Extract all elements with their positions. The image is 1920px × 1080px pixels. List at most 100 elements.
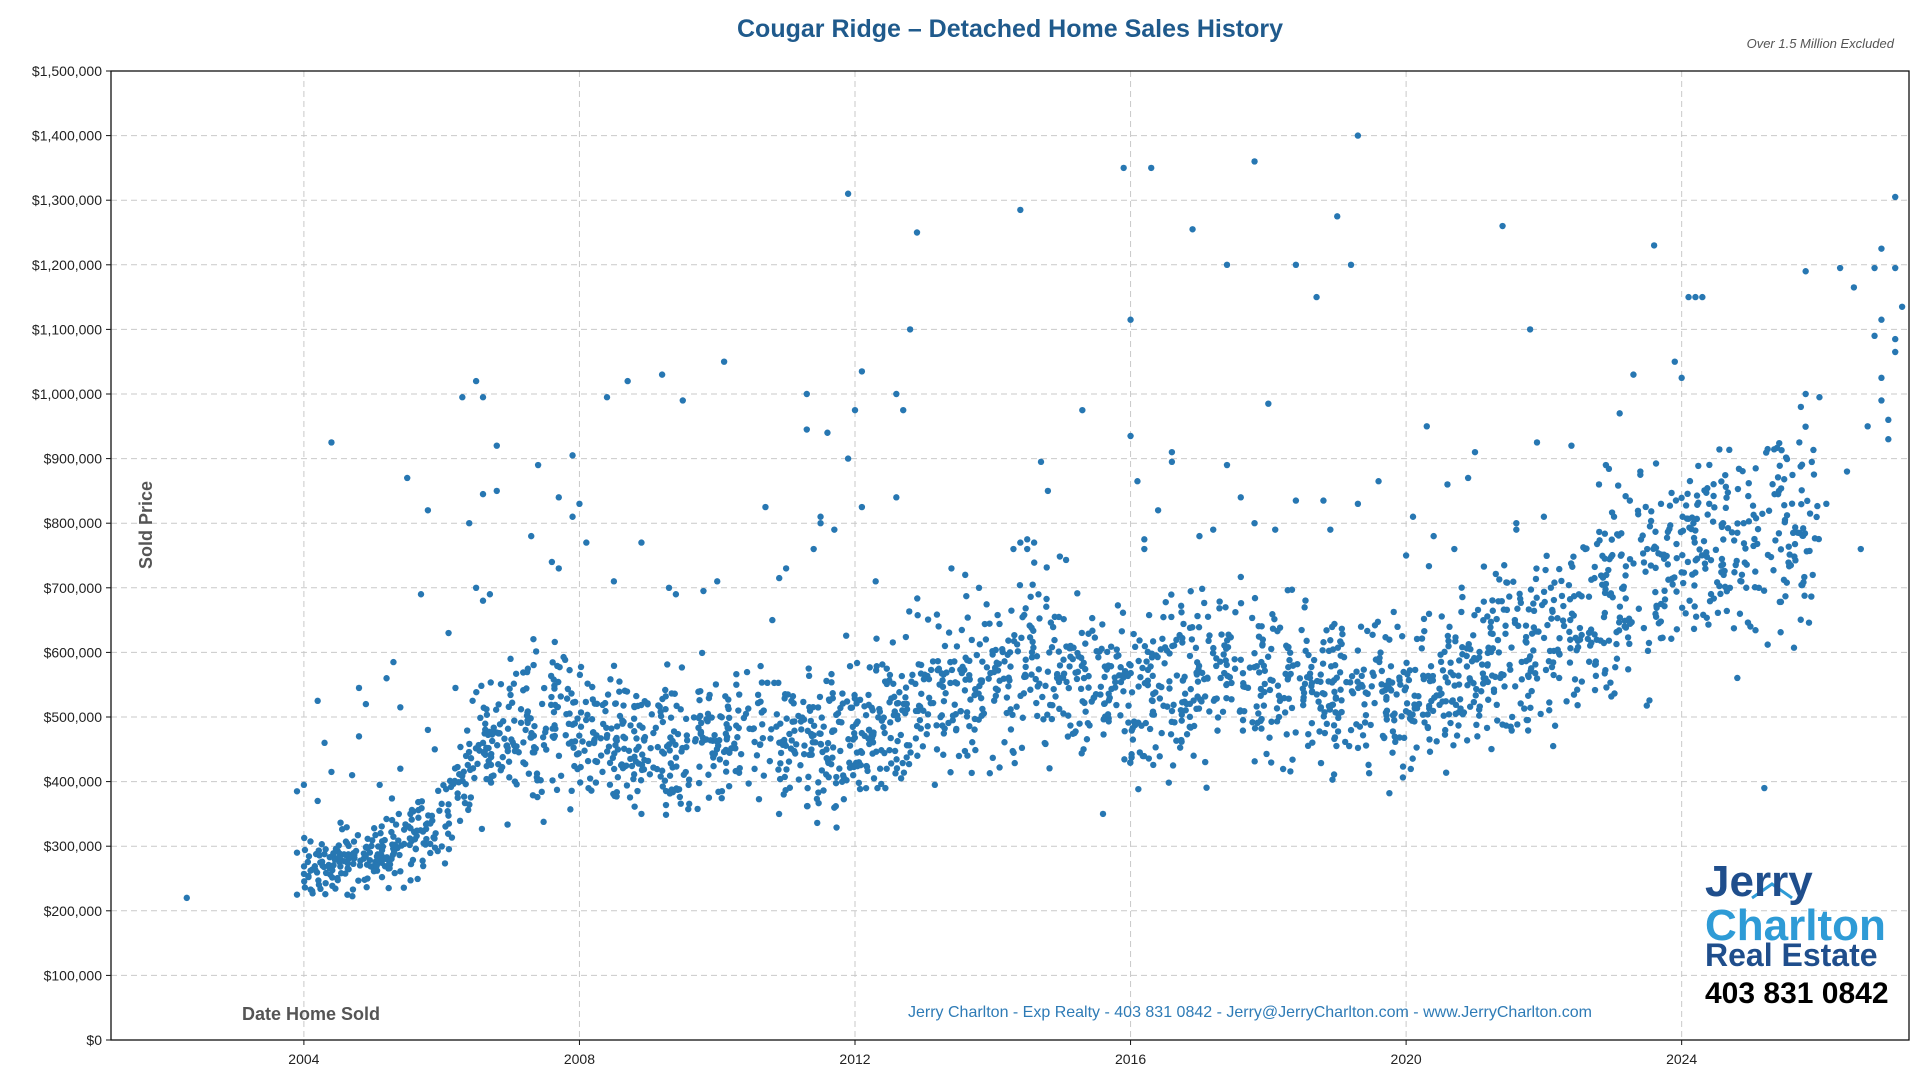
data-point <box>718 794 725 802</box>
data-point <box>874 784 881 792</box>
data-point <box>1479 670 1487 677</box>
data-point <box>1320 497 1327 504</box>
data-point <box>1692 293 1699 301</box>
data-point <box>899 707 906 714</box>
data-point <box>1548 615 1555 622</box>
data-point <box>465 806 472 814</box>
data-point <box>800 750 808 758</box>
data-point <box>1630 560 1637 567</box>
data-point <box>1718 555 1726 563</box>
data-point <box>1168 448 1176 456</box>
data-point <box>1273 705 1281 712</box>
data-point <box>1456 657 1463 664</box>
data-point <box>751 765 758 773</box>
data-point <box>900 769 908 776</box>
y-tick-label: $800,000 <box>44 515 103 531</box>
data-point <box>1644 647 1652 655</box>
data-point <box>610 790 617 798</box>
data-point <box>640 735 648 743</box>
data-point <box>1198 698 1205 705</box>
data-point <box>1378 667 1386 675</box>
data-point <box>722 768 730 775</box>
data-point <box>973 651 981 659</box>
data-point <box>1556 634 1563 642</box>
data-point <box>1892 335 1899 343</box>
data-point <box>1313 677 1321 685</box>
data-point <box>1022 663 1029 671</box>
data-point <box>1067 722 1074 729</box>
data-point <box>1425 562 1433 570</box>
data-point <box>1735 465 1743 473</box>
data-point <box>1329 701 1337 708</box>
data-point <box>947 679 954 687</box>
data-point <box>1421 719 1428 726</box>
data-point <box>726 749 733 756</box>
data-point <box>846 742 854 749</box>
data-point <box>1626 497 1634 504</box>
data-point <box>555 565 562 572</box>
data-point <box>1728 529 1736 536</box>
data-point <box>866 664 873 671</box>
data-point <box>1864 423 1871 430</box>
data-point <box>1305 730 1312 738</box>
data-point <box>650 764 657 771</box>
data-point <box>616 688 623 695</box>
data-point <box>870 775 878 782</box>
data-point <box>1792 557 1799 564</box>
data-point <box>466 740 473 748</box>
data-point <box>1567 560 1575 567</box>
data-point <box>949 712 957 719</box>
data-point <box>1274 682 1282 689</box>
data-point <box>534 777 541 784</box>
data-point <box>1706 597 1714 605</box>
data-point <box>1268 718 1275 725</box>
data-point <box>808 751 815 758</box>
data-point <box>1195 662 1203 670</box>
data-point <box>1337 652 1344 659</box>
data-point <box>1333 674 1340 681</box>
data-point <box>902 694 909 701</box>
data-point <box>1403 700 1411 707</box>
data-point <box>698 719 705 727</box>
data-point <box>1429 672 1437 680</box>
data-point <box>966 722 973 730</box>
data-point <box>933 611 941 618</box>
data-point <box>1673 588 1680 595</box>
data-point <box>1745 518 1753 525</box>
data-point <box>902 633 910 641</box>
data-point <box>1288 704 1296 712</box>
data-point <box>1789 471 1796 479</box>
data-point <box>962 571 969 579</box>
data-point <box>938 670 946 677</box>
data-point <box>1513 520 1520 527</box>
data-point <box>1684 490 1691 498</box>
data-point <box>1546 699 1553 706</box>
data-point <box>1652 528 1659 535</box>
data-point <box>977 694 985 702</box>
data-point <box>1721 583 1729 591</box>
x-tick-label: 2016 <box>1115 1051 1146 1067</box>
data-point <box>1222 657 1229 664</box>
data-point <box>350 838 358 845</box>
data-point <box>483 711 491 718</box>
data-point <box>1418 645 1425 652</box>
data-point <box>1429 707 1437 715</box>
data-point <box>1198 585 1206 593</box>
data-point <box>395 810 403 818</box>
data-point <box>552 725 559 732</box>
data-point <box>1578 678 1586 685</box>
data-point <box>1255 633 1263 640</box>
data-point <box>1028 654 1036 661</box>
data-point <box>1692 527 1699 534</box>
data-point <box>1241 707 1248 715</box>
data-point <box>815 779 822 786</box>
data-point <box>424 726 432 734</box>
data-point <box>1004 651 1011 658</box>
data-point <box>1574 643 1582 651</box>
data-point <box>989 647 996 655</box>
data-point <box>1734 520 1741 527</box>
data-point <box>1473 685 1480 693</box>
data-point <box>1168 591 1175 598</box>
data-point <box>524 719 531 727</box>
data-point <box>690 714 698 721</box>
